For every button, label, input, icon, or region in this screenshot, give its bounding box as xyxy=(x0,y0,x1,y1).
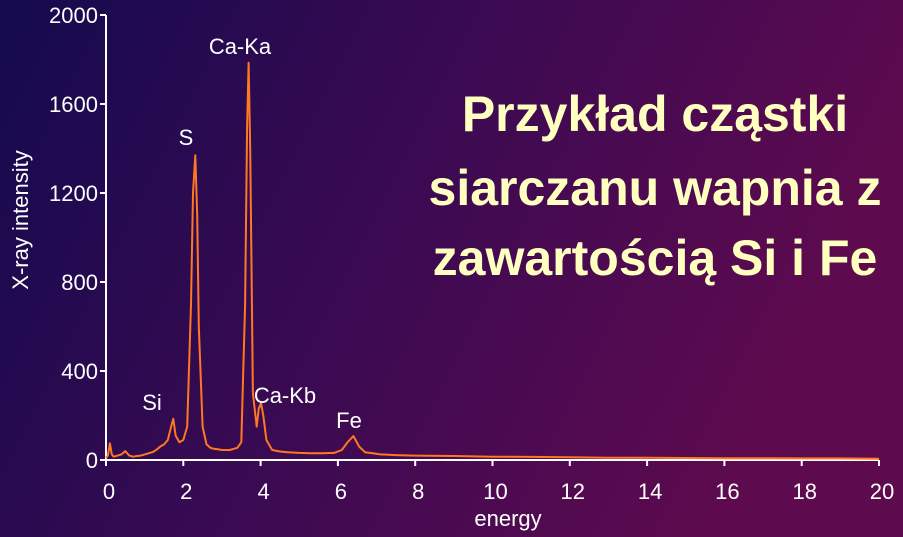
title-line: zawartością Si i Fe xyxy=(433,230,878,286)
y-tick-label: 1600 xyxy=(49,92,98,117)
y-tick-label: 0 xyxy=(86,448,98,473)
x-tick-label: 20 xyxy=(870,479,894,504)
peak-label: Si xyxy=(142,390,162,415)
peak-label: Ca-Ka xyxy=(209,34,272,59)
y-tick-label: 1200 xyxy=(49,181,98,206)
title-line: siarczanu wapnia z xyxy=(429,160,882,216)
peak-label: Fe xyxy=(336,408,362,433)
y-tick-label: 2000 xyxy=(49,3,98,28)
x-tick-label: 2 xyxy=(180,479,192,504)
x-axis-label: energy xyxy=(474,506,541,531)
y-axis-label: X-ray intensity xyxy=(8,150,33,289)
y-tick-label: 800 xyxy=(61,270,98,295)
x-tick-label: 6 xyxy=(335,479,347,504)
x-tick-label: 10 xyxy=(483,479,507,504)
x-tick-label: 14 xyxy=(638,479,662,504)
x-tick-label: 12 xyxy=(561,479,585,504)
x-tick-label: 4 xyxy=(257,479,269,504)
spectrum-line xyxy=(105,61,880,460)
title-line: Przykład cząstki xyxy=(462,86,848,142)
x-tick-label: 8 xyxy=(412,479,424,504)
y-tick-label: 400 xyxy=(61,359,98,384)
x-tick-label: 0 xyxy=(103,479,115,504)
peak-label: Ca-Kb xyxy=(254,383,316,408)
peak-label: S xyxy=(179,125,194,150)
x-tick-label: 18 xyxy=(792,479,816,504)
x-tick-label: 16 xyxy=(715,479,739,504)
